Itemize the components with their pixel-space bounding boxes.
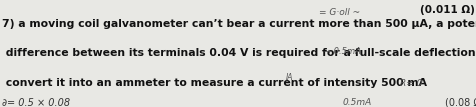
Text: IA: IA [286,73,293,82]
Text: (0.011 Ω): (0.011 Ω) [420,5,475,15]
Text: R= 0: R= 0 [400,79,422,88]
Text: = G·oll ~: = G·oll ~ [319,8,360,17]
Text: (0.08 Ω: (0.08 Ω [445,98,476,107]
Text: 7) a moving coil galvanometer can’t bear a current more than 500 μA, a potential: 7) a moving coil galvanometer can’t bear… [2,19,476,29]
Text: difference between its terminals 0.04 V is required for a full-scale deflection.: difference between its terminals 0.04 V … [2,48,476,59]
Text: 0.5mA: 0.5mA [343,98,372,107]
Text: ∂= 0.5 × 0.08: ∂= 0.5 × 0.08 [2,98,70,107]
Text: convert it into an ammeter to measure a current of intensity 500 mA: convert it into an ammeter to measure a … [2,78,427,88]
Text: → 0.5mA: → 0.5mA [324,47,360,56]
